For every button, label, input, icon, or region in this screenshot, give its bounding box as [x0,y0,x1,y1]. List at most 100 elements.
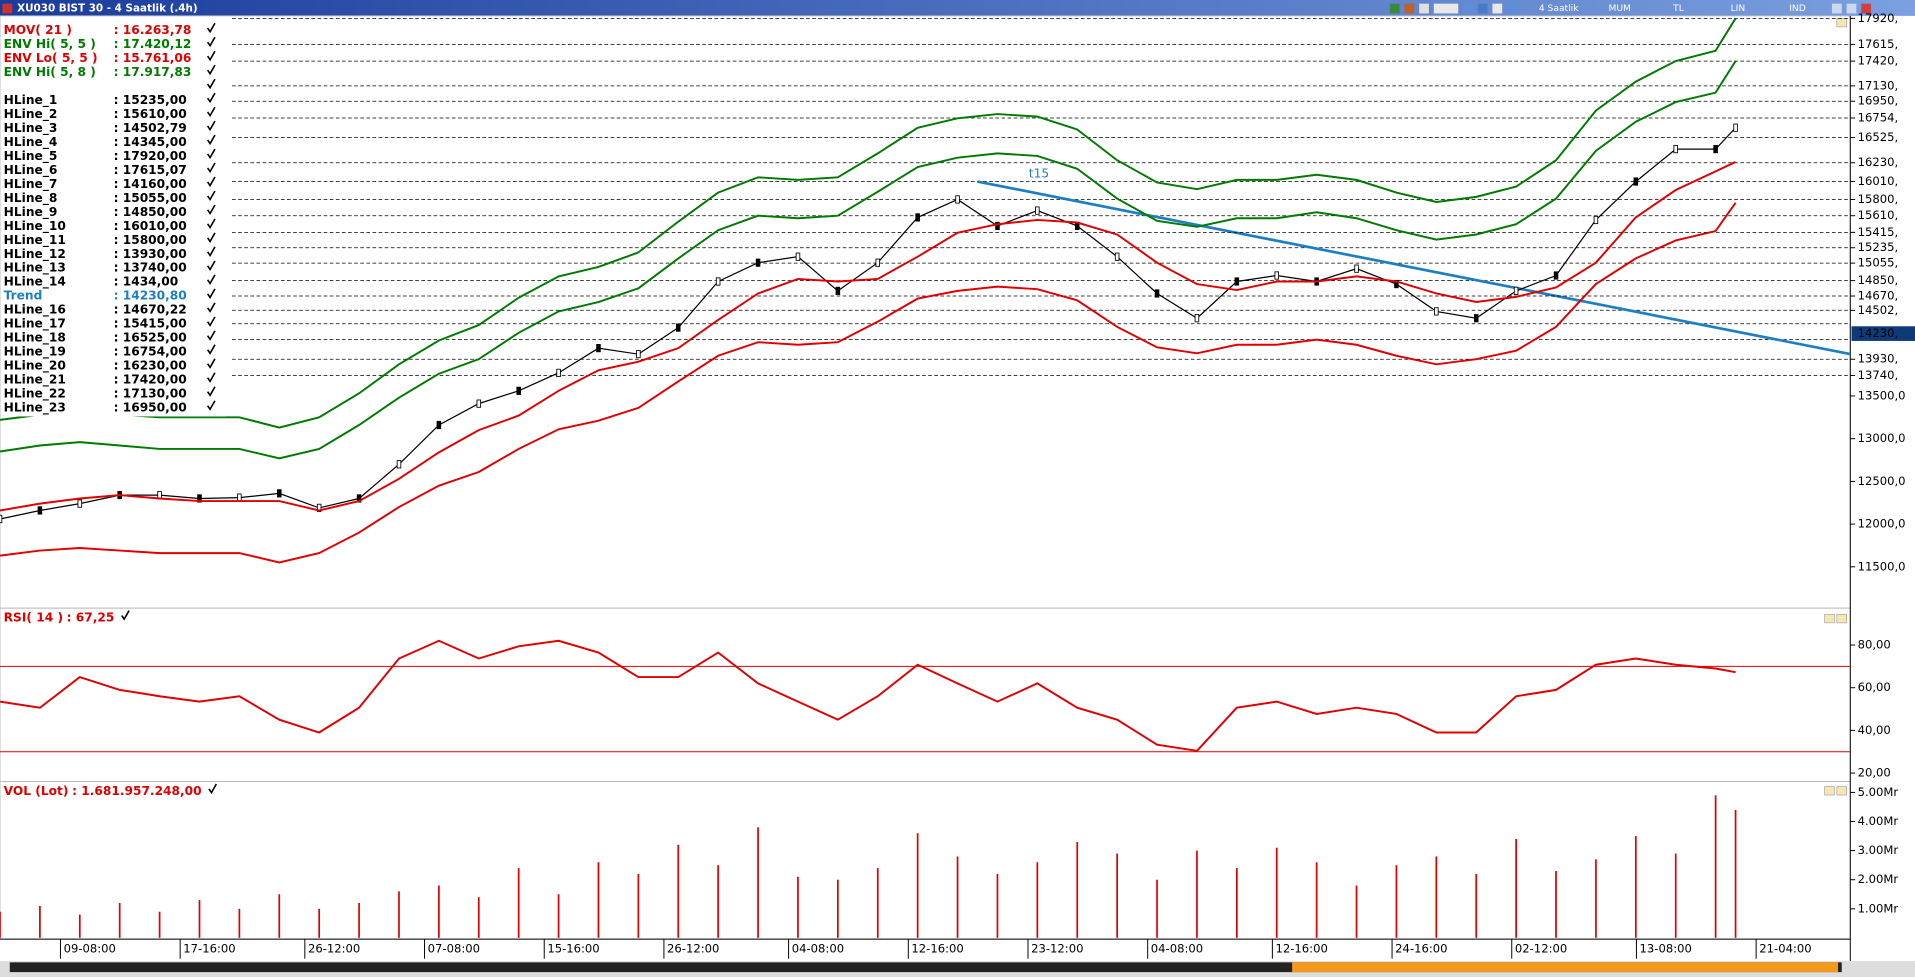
candle [875,258,881,267]
volume-bar [757,827,759,938]
panel-button[interactable] [1824,786,1835,796]
y-tick-label: 15415, [1858,225,1899,239]
y-tick-label: 5.00Mr [1858,785,1899,799]
candle [1733,123,1738,132]
tool-icon[interactable] [1433,3,1459,14]
volume-bar [1116,853,1118,938]
y-tick-label: 13500,0 [1858,388,1906,402]
check-icon [206,372,216,383]
check-icon [206,134,216,146]
y-tick-label: 17920, [1858,11,1899,25]
tool-icon[interactable] [1419,3,1429,14]
legend-value: : 14345,00 [114,135,187,149]
y-tick-label: 17130, [1858,78,1899,92]
tool-icon[interactable] [1492,3,1503,14]
legend-value: : 17.917,83 [114,65,192,79]
x-tick-label: 13-08:00 [1640,941,1692,955]
panel-button[interactable] [1824,613,1835,624]
volume-bar [717,865,720,938]
y-tick-label: 16950, [1858,94,1899,108]
check-icon [206,330,216,341]
candle [516,386,521,395]
candle [795,252,801,261]
y-tick-label: 13740, [1858,368,1899,382]
y-tick-label: 17615, [1858,37,1899,51]
candle [1394,279,1399,289]
volume-bar [477,897,480,938]
legend-name: MOV( 21 ) [4,23,72,37]
y-tick-label: 11500,0 [1858,559,1906,573]
x-tick-label: 23-12:00 [1031,941,1083,955]
candle [1633,177,1639,186]
tool-icon[interactable] [1404,3,1415,14]
window-button[interactable] [1846,3,1857,14]
current-tick-bg [1851,326,1915,341]
x-tick-label: 24-16:00 [1395,941,1447,955]
toolbar-item: MUM [1608,4,1630,14]
legend-name: HLine_14 [4,275,66,290]
legend-value: : 15415,00 [114,317,187,331]
candle [1194,314,1200,323]
toolbar-item: TL [1672,4,1685,14]
panel-button[interactable] [1836,786,1847,796]
scrollbar[interactable] [9,962,1842,973]
legend-value: : 17920,00 [114,149,187,163]
check-icon [206,386,216,397]
legend-value: : 14160,00 [114,177,187,191]
x-tick-label: 09-08:00 [64,941,116,955]
legend-value: : 67,25 [67,610,115,624]
window-button[interactable] [1861,3,1872,14]
candle [1035,206,1040,215]
toolbar-icons [1389,3,1872,14]
x-tick-label: 04-08:00 [792,941,844,955]
y-tick-label: 13930, [1858,352,1899,366]
legend-value: : 16010,00 [114,219,187,233]
x-tick-label: 26-12:00 [667,941,719,955]
tool-icon[interactable] [1507,3,1517,14]
y-tick-label: 16010, [1858,174,1899,188]
x-tick-label: 02-12:00 [1515,941,1567,955]
y-tick-label: 2.00Mr [1858,872,1899,886]
series-line [0,202,1737,564]
volume-bar [876,868,879,938]
panel-button[interactable] [1836,613,1847,624]
volume-bar [39,905,41,938]
panel-button[interactable] [1836,18,1847,28]
candle [316,503,322,512]
toolbar-item: IND [1789,4,1806,14]
volume-bar [318,908,321,938]
legend-name: HLine_2 [4,107,58,122]
candle [197,494,202,503]
y-tick-label: 15610, [1858,208,1899,222]
volume-bar [1475,873,1478,938]
volume-bar [517,868,520,938]
legend-value: : 17615,07 [114,163,187,177]
volume-bar [278,894,281,938]
volume-bar [1395,865,1398,938]
candle [755,258,761,267]
volume-bar [677,844,680,938]
legend-value: : 17.420,12 [114,37,192,51]
volume-bar [916,833,919,938]
legend-value: : 17130,00 [114,387,187,401]
candle [1473,314,1479,323]
series-line [0,60,1737,460]
legend-value: : 16525,00 [114,331,187,345]
candle [915,213,920,222]
tool-icon[interactable] [1477,3,1488,14]
candle [1713,144,1718,154]
tool-icon[interactable] [1463,3,1473,14]
legend-name: HLine_20 [4,359,66,374]
y-tick-label: 60,00 [1858,680,1891,694]
tool-icon[interactable] [1389,3,1400,14]
window-button[interactable] [1831,3,1842,14]
legend-value: : 15235,00 [114,93,187,107]
candle [37,506,43,515]
volume-bar [1275,847,1278,938]
volume-bar [238,908,241,938]
legend-value: : 16230,00 [114,359,187,373]
y-tick-label: 4.00Mr [1858,814,1899,828]
series-line [0,161,1737,512]
scrollbar-thumb[interactable] [1292,962,1839,973]
